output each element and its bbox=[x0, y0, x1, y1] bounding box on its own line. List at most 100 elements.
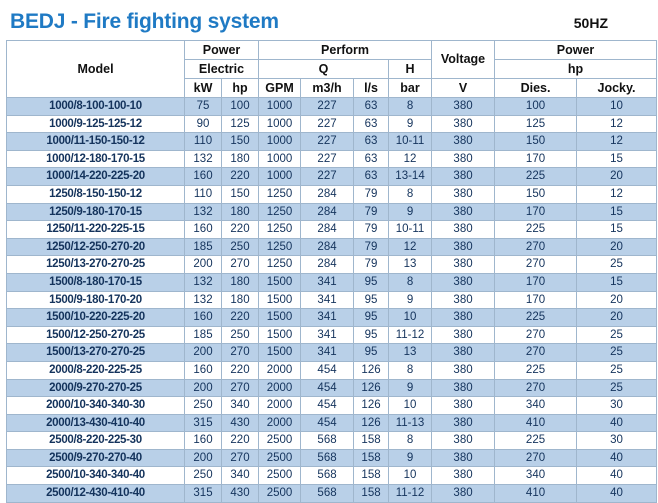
cell-ls: 95 bbox=[353, 343, 390, 362]
table-row: 1250/13-270-270-25 200 270 1250 284 79 13 380 27… bbox=[6, 255, 658, 274]
cell-dies: 150 bbox=[494, 184, 578, 204]
cell-dies: 100 bbox=[494, 97, 578, 116]
cell-bar: 12 bbox=[388, 237, 433, 257]
cell-model: 1500/13-270-270-25 bbox=[6, 343, 185, 362]
cell-model: 2000/13-430-410-40 bbox=[6, 413, 185, 433]
column-header-model: Model bbox=[6, 40, 185, 98]
cell-m3h: 227 bbox=[300, 114, 355, 134]
cell-dies: 170 bbox=[494, 202, 578, 222]
table-row: 1000/11-150-150-12 110 150 1000 227 63 10-11 38… bbox=[6, 132, 658, 151]
cell-dies: 270 bbox=[494, 378, 578, 398]
cell-model: 1500/10-220-225-20 bbox=[6, 308, 185, 327]
cell-model: 1000/14-220-225-20 bbox=[6, 167, 185, 186]
cell-v: 380 bbox=[431, 149, 496, 169]
unit-header-gpm: GPM bbox=[258, 78, 302, 98]
cell-m3h: 341 bbox=[300, 290, 355, 310]
cell-dies: 225 bbox=[494, 431, 578, 450]
cell-hp: 270 bbox=[220, 448, 260, 468]
cell-hp: 100 bbox=[220, 97, 260, 116]
cell-ls: 126 bbox=[353, 413, 390, 433]
table-row: 1000/9-125-125-12 90 125 1000 227 63 9 380 125 12 bbox=[6, 114, 658, 134]
unit-header-v: V bbox=[431, 78, 496, 98]
cell-m3h: 284 bbox=[300, 220, 355, 239]
cell-model: 1250/8-150-150-12 bbox=[6, 184, 185, 204]
power-electric-line1: Power bbox=[202, 42, 241, 57]
cell-bar: 8 bbox=[388, 184, 433, 204]
cell-ls: 79 bbox=[353, 184, 390, 204]
table-row: 1500/13-270-270-25 200 270 1500 341 95 13 380 27… bbox=[6, 343, 658, 362]
cell-v: 380 bbox=[431, 114, 496, 134]
cell-jocky: 20 bbox=[576, 237, 658, 257]
cell-kw: 250 bbox=[184, 396, 222, 415]
column-header-power: Power bbox=[494, 40, 658, 60]
cell-m3h: 341 bbox=[300, 308, 355, 327]
column-header-power-electric: Power bbox=[183, 40, 260, 60]
cell-model: 1250/9-180-170-15 bbox=[6, 202, 185, 222]
cell-m3h: 454 bbox=[300, 413, 355, 433]
cell-m3h: 284 bbox=[300, 202, 355, 222]
cell-gpm: 2000 bbox=[258, 413, 302, 433]
cell-dies: 225 bbox=[494, 167, 578, 186]
cell-bar: 11-12 bbox=[388, 325, 433, 345]
cell-gpm: 1500 bbox=[258, 343, 302, 362]
cell-hp: 125 bbox=[220, 114, 260, 134]
cell-bar: 9 bbox=[388, 448, 433, 468]
cell-model: 2500/10-340-340-40 bbox=[6, 466, 185, 486]
cell-bar: 10-11 bbox=[388, 220, 433, 239]
cell-kw: 160 bbox=[184, 308, 222, 327]
cell-gpm: 1250 bbox=[258, 237, 302, 257]
cell-gpm: 1000 bbox=[258, 132, 302, 151]
table-header: Model Power Perform Voltage Power Electr… bbox=[6, 40, 658, 98]
cell-m3h: 284 bbox=[300, 255, 355, 274]
cell-v: 380 bbox=[431, 325, 496, 345]
table-body: 1000/8-100-100-10 75 100 1000 227 63 8 380 100 10… bbox=[6, 97, 658, 503]
unit-header-ls: l/s bbox=[353, 78, 390, 98]
cell-hp: 250 bbox=[220, 237, 260, 257]
cell-ls: 158 bbox=[353, 448, 390, 468]
cell-ls: 126 bbox=[353, 378, 390, 398]
cell-m3h: 284 bbox=[300, 184, 355, 204]
cell-kw: 110 bbox=[184, 184, 222, 204]
page-title: BEDJ - Fire fighting system bbox=[10, 10, 279, 33]
cell-bar: 10 bbox=[388, 466, 433, 486]
cell-hp: 180 bbox=[220, 290, 260, 310]
cell-bar: 10 bbox=[388, 308, 433, 327]
cell-hp: 220 bbox=[220, 431, 260, 450]
cell-hp: 270 bbox=[220, 343, 260, 362]
cell-kw: 200 bbox=[184, 255, 222, 274]
cell-dies: 170 bbox=[494, 290, 578, 310]
header-row-units: kW hp GPM m3/h l/s bar V Dies. Jocky. bbox=[7, 78, 658, 98]
cell-v: 380 bbox=[431, 220, 496, 239]
cell-gpm: 2000 bbox=[258, 360, 302, 380]
cell-v: 380 bbox=[431, 97, 496, 116]
cell-dies: 150 bbox=[494, 132, 578, 151]
cell-ls: 63 bbox=[353, 132, 390, 151]
cell-dies: 125 bbox=[494, 114, 578, 134]
table-row: 2000/9-270-270-25 200 270 2000 454 126 9 380 270… bbox=[6, 378, 658, 398]
cell-hp: 150 bbox=[220, 184, 260, 204]
cell-kw: 160 bbox=[184, 360, 222, 380]
table-row: 1250/8-150-150-12 110 150 1250 284 79 8 380 150 1… bbox=[6, 184, 658, 204]
cell-model: 2500/12-430-410-40 bbox=[6, 484, 185, 503]
cell-ls: 95 bbox=[353, 272, 390, 292]
cell-jocky: 12 bbox=[576, 184, 658, 204]
column-header-q: Q bbox=[258, 59, 390, 79]
table-row: 1000/8-100-100-10 75 100 1000 227 63 8 380 100 10 bbox=[6, 97, 658, 116]
cell-dies: 410 bbox=[494, 413, 578, 433]
cell-model: 2000/9-270-270-25 bbox=[6, 378, 185, 398]
cell-m3h: 568 bbox=[300, 448, 355, 468]
cell-gpm: 1250 bbox=[258, 255, 302, 274]
cell-hp: 220 bbox=[220, 167, 260, 186]
cell-gpm: 1250 bbox=[258, 202, 302, 222]
cell-gpm: 2000 bbox=[258, 378, 302, 398]
cell-gpm: 1500 bbox=[258, 272, 302, 292]
frequency-label: 50HZ bbox=[573, 15, 608, 31]
cell-v: 380 bbox=[431, 431, 496, 450]
cell-ls: 63 bbox=[353, 167, 390, 186]
cell-jocky: 25 bbox=[576, 360, 658, 380]
unit-header-m3h: m3/h bbox=[300, 78, 355, 98]
cell-kw: 132 bbox=[184, 149, 222, 169]
cell-ls: 126 bbox=[353, 360, 390, 380]
cell-dies: 340 bbox=[494, 396, 578, 415]
cell-hp: 340 bbox=[220, 396, 260, 415]
